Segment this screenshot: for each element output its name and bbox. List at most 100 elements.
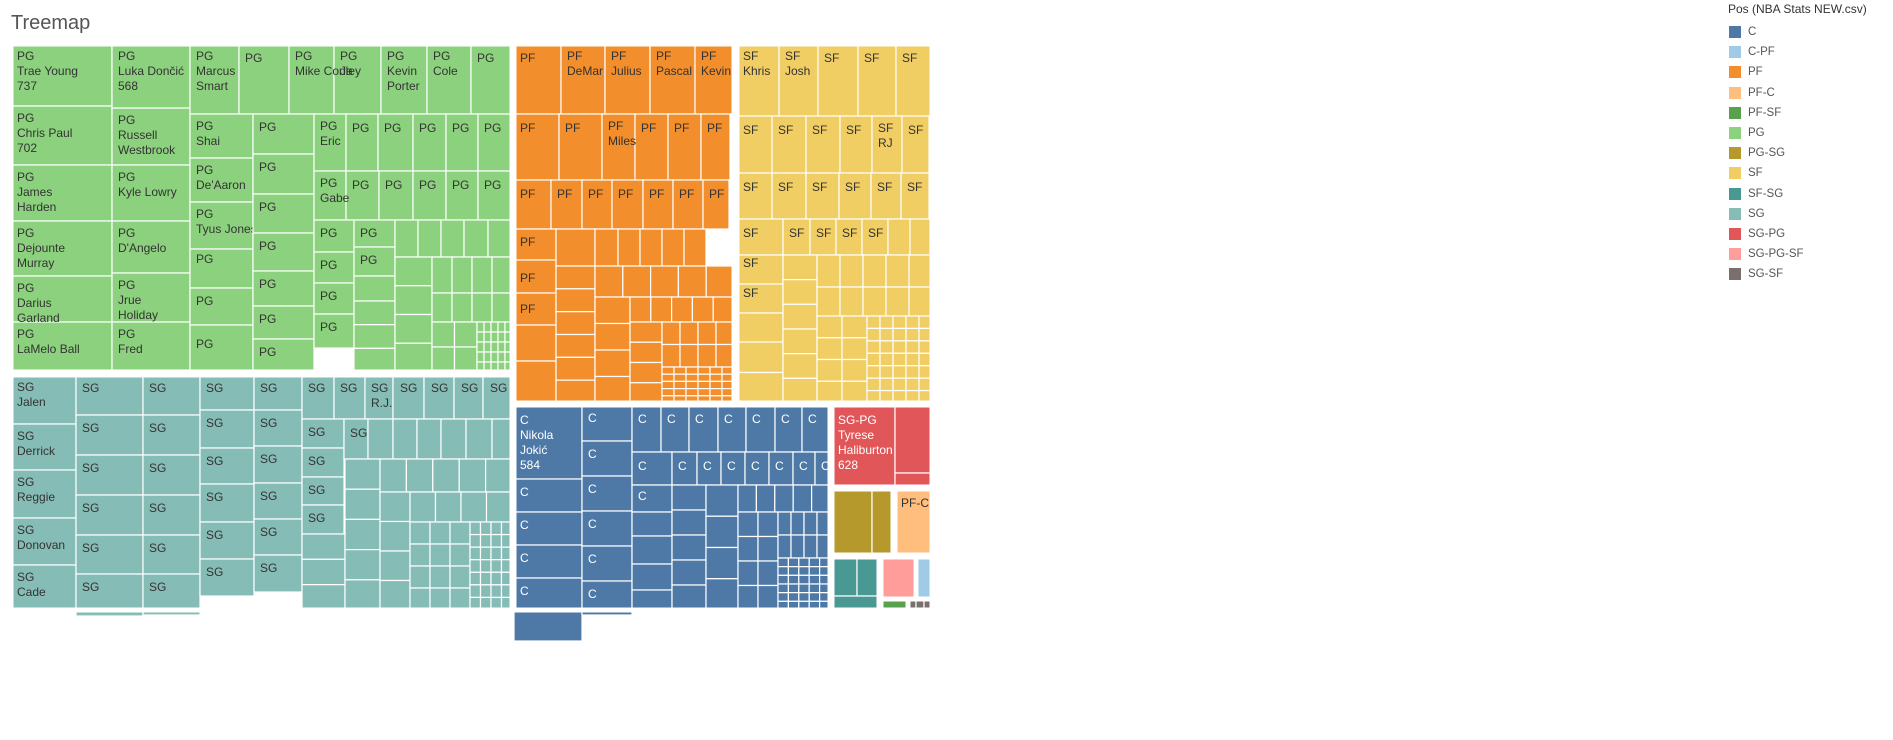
c-tile[interactable] [631,511,673,537]
sf-tile[interactable] [885,254,910,288]
sf-tile[interactable] [866,315,881,330]
c-tile[interactable] [810,484,831,513]
sg-tile[interactable] [479,584,492,599]
sg-tile[interactable] [409,565,431,589]
sf-tile[interactable] [736,341,784,374]
pg-tile[interactable] [483,341,492,353]
sg-tile[interactable] [10,469,77,519]
pg-tile[interactable] [353,275,396,302]
sg-tile[interactable] [379,520,411,552]
pf-tile[interactable] [705,265,735,298]
pg-tile[interactable] [353,300,396,326]
sf-tile[interactable] [782,254,818,281]
sf-tile[interactable] [839,115,873,174]
pf-tile[interactable] [661,228,685,267]
sf-tile[interactable] [857,43,897,117]
sg-tile[interactable] [379,458,407,493]
pg-tile[interactable] [394,256,433,287]
pf-tile[interactable] [697,388,711,397]
sf-tile[interactable] [841,315,868,339]
pg-tile[interactable] [111,321,191,373]
pf-tile[interactable] [673,373,687,383]
sg-tile[interactable] [469,584,482,599]
sg-tile[interactable] [253,554,303,593]
sg-tile[interactable] [429,587,451,611]
pf-tile[interactable] [683,228,707,267]
sf-tile[interactable] [782,279,818,305]
pg-tile[interactable] [189,113,254,159]
sf-tile[interactable] [736,371,784,404]
pf-tile[interactable] [715,321,735,346]
pf-tile[interactable] [629,296,652,323]
c-tile[interactable] [581,545,633,582]
sg-tile[interactable] [485,491,513,523]
pg-tile[interactable] [353,347,396,373]
sg-tile[interactable] [301,584,346,611]
sg-tile[interactable] [199,521,255,560]
pf-tile[interactable] [629,382,663,404]
c-tile[interactable] [671,534,707,561]
sg-tile[interactable] [479,521,492,536]
sg-tile[interactable] [485,458,513,493]
pg-tile[interactable] [10,321,113,373]
sg-tile[interactable] [416,418,442,460]
sf-tile[interactable] [782,218,811,256]
pf-tile[interactable] [709,366,723,375]
sg-tile[interactable] [469,559,482,573]
pf-tile[interactable] [642,179,674,230]
c-tile[interactable] [777,557,789,568]
sg-tile[interactable] [379,491,411,523]
pf-tile[interactable] [555,333,596,358]
c-tile[interactable] [705,546,739,580]
pg-tile[interactable] [451,256,473,294]
c-tile[interactable] [787,583,800,594]
sg-tile[interactable] [465,418,493,460]
pg-tile[interactable] [476,331,485,343]
pf-tile[interactable] [661,373,675,383]
sf-tile[interactable] [905,315,920,330]
pf-tile[interactable] [649,43,696,115]
pg-tile[interactable] [445,170,479,221]
c-tile[interactable] [808,557,821,568]
c-tile[interactable] [798,574,810,585]
sg-tile[interactable] [449,587,471,611]
c-tile[interactable] [581,440,633,477]
pf-tile[interactable] [555,311,596,336]
pg-tile[interactable] [111,43,191,109]
pf-tile[interactable] [661,321,681,346]
c-tile[interactable] [631,535,673,565]
pg-tile[interactable] [431,292,453,323]
pg-tile[interactable] [471,256,493,294]
pf-tile[interactable] [685,388,699,397]
legend-item-sf-sg[interactable]: SF-SG [1728,184,1888,204]
c-tile[interactable] [757,535,779,562]
sg-tile[interactable] [409,543,431,567]
pg-tile[interactable] [252,305,315,340]
sf-tile[interactable] [816,254,841,288]
pg-tile[interactable] [252,113,315,155]
pg-tile[interactable] [111,107,191,166]
pf-tile[interactable] [555,228,596,267]
pg-tile[interactable] [477,170,513,221]
pg-tile[interactable] [470,43,513,115]
sf-tile[interactable] [887,218,911,256]
pg-tile[interactable] [490,341,499,353]
c-tile[interactable] [787,566,800,576]
c-tile[interactable] [671,584,707,611]
sg-tile[interactable] [10,423,77,471]
pg-tile[interactable] [490,331,499,343]
c-tile[interactable] [792,484,813,513]
sg-tile[interactable] [75,534,144,575]
c-tile[interactable] [777,511,792,536]
pg-tile[interactable] [476,351,485,363]
pf-tile[interactable] [697,321,717,346]
pf-tile[interactable] [629,321,663,343]
pf-tile[interactable] [715,343,735,368]
c-tile[interactable] [744,451,770,486]
sg-tile[interactable] [344,548,381,581]
c-tile[interactable] [737,584,759,611]
legend-item-pf-c[interactable]: PF-C [1728,83,1888,103]
c-tile[interactable] [777,592,789,602]
sf-tile[interactable] [905,340,920,354]
pg-tile[interactable] [497,331,506,343]
